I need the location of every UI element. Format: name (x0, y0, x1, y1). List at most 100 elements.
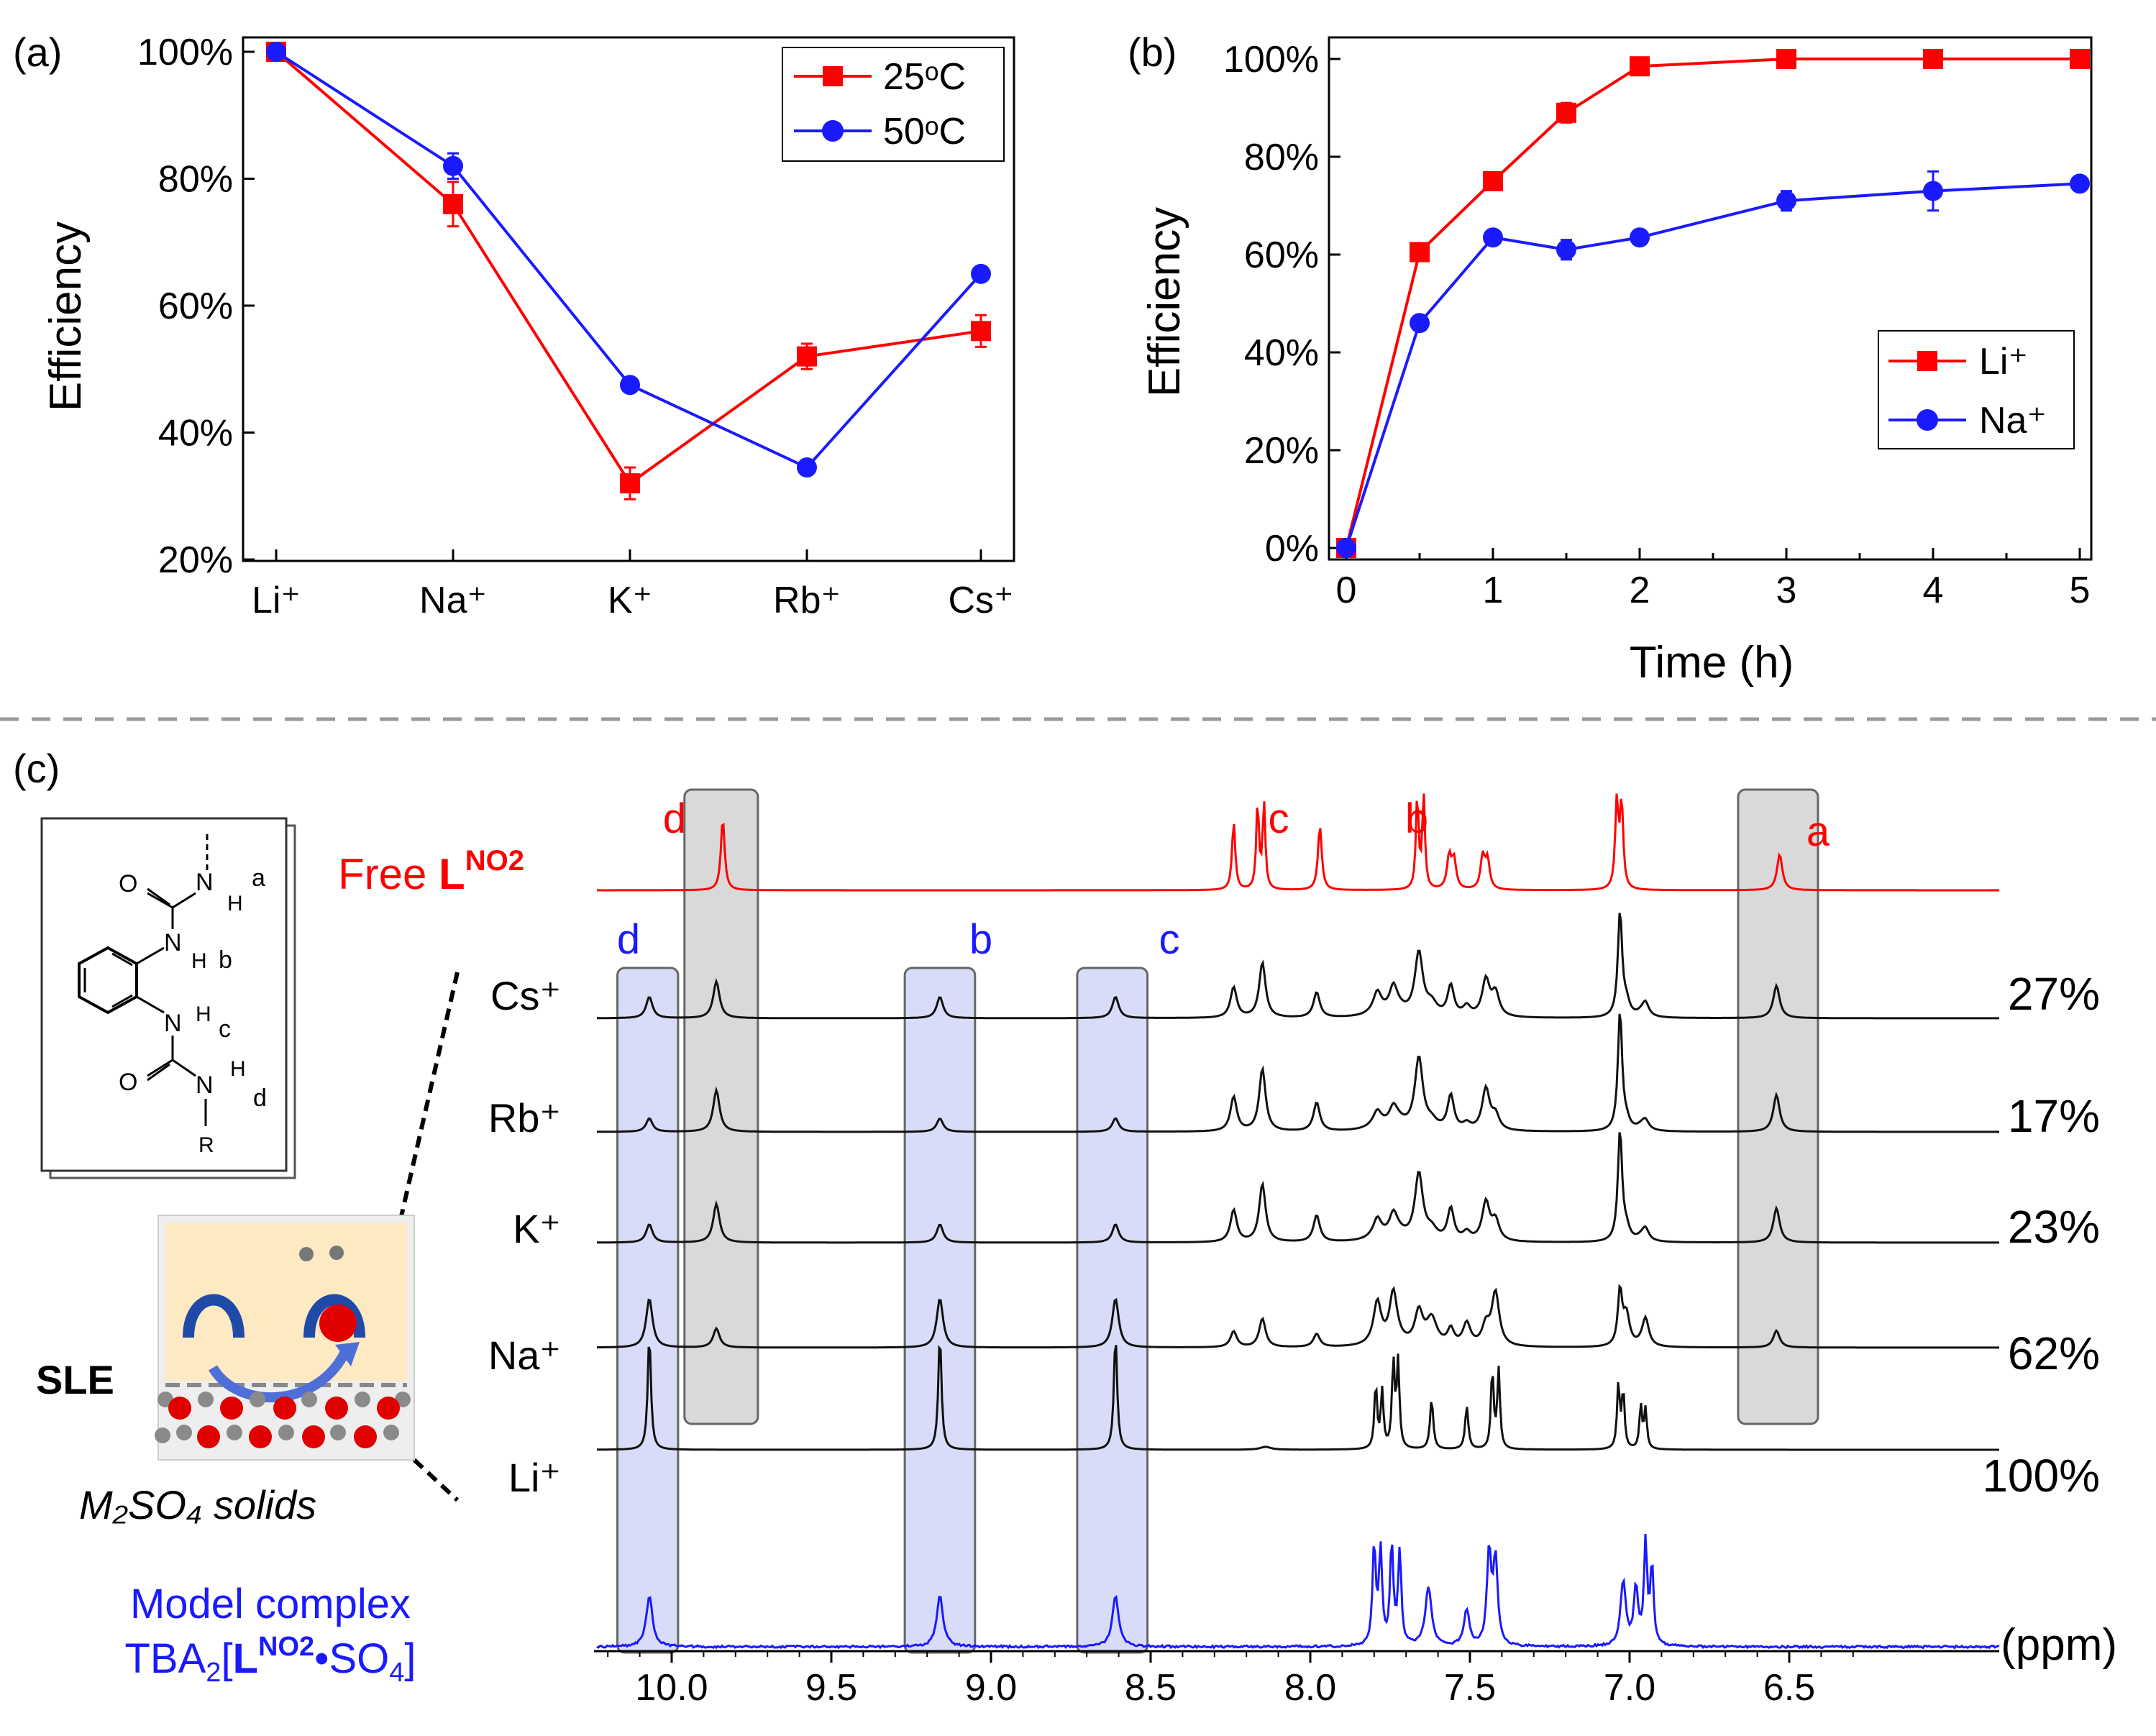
x-tick-label: 2 (1630, 570, 1650, 611)
highlight-region (903, 967, 977, 1654)
data-point (443, 155, 463, 176)
atom-o: O (119, 1069, 137, 1096)
crystal-anion (168, 1397, 191, 1420)
bond (147, 1059, 173, 1077)
panel-c-label: (c) (13, 746, 60, 791)
series-line (1345, 182, 2080, 549)
spectrum-percent-label: 27% (2008, 968, 2100, 1020)
bond (136, 995, 165, 1014)
panel-a-chart: (a) Efficiency 20% 40% 60% 80% 100% Li⁺ Na⁺ K⁺ R… (13, 29, 1015, 621)
data-point (1776, 49, 1796, 69)
panel-b-chart: (b) Efficiency 0%20%40%60%80%100%0 1 2 3 4 5 … (1128, 29, 2093, 687)
crystal-cation (198, 1392, 214, 1407)
peak-letter: d (663, 795, 686, 842)
y-tick-label: 60% (1244, 234, 1319, 276)
bond (172, 892, 196, 909)
legend-marker-li (1917, 351, 1937, 371)
atom-n: N (164, 1010, 182, 1037)
y-tick-label: 100% (137, 32, 233, 73)
x-tick-label: 6.5 (1763, 1667, 1815, 1709)
crystal-cation (176, 1425, 192, 1440)
data-point (2070, 173, 2090, 194)
solid-salt (155, 1392, 411, 1448)
panel-b-xlabel: Time (h) (1630, 638, 1794, 687)
legend-marker-na (1917, 409, 1938, 431)
data-point (443, 193, 463, 214)
panel-b-label: (b) (1128, 29, 1177, 75)
spectrum-trace (597, 1013, 1999, 1133)
sulfate-ion (319, 1305, 357, 1342)
molecule-structure: N H b O N H a N H c O N H d R (40, 817, 296, 1179)
atom-o: O (119, 870, 137, 897)
cation-icon (299, 1247, 314, 1261)
data-point (1776, 191, 1796, 211)
structure-box-front (40, 817, 288, 1172)
crystal-anion (354, 1425, 377, 1448)
spectrum-percent-label: 17% (2008, 1090, 2100, 1142)
y-tick-label: 40% (1244, 332, 1319, 374)
spectrum-percent-label: 100% (1982, 1450, 2100, 1502)
x-tick-label: 4 (1923, 570, 1944, 611)
y-tick-label: 20% (1244, 430, 1319, 472)
ring-double-bond (111, 994, 133, 1008)
spectrum-row-label: Rb⁺ (488, 1095, 561, 1141)
connector-line (412, 1458, 460, 1502)
crystal-cation (383, 1425, 399, 1440)
nmr-axis: 10.0 9.5 9.0 8.5 8.0 7.5 7.0 6.5 (594, 1650, 1999, 1709)
panel-b-ylabel: Efficiency (1140, 207, 1189, 397)
data-point (1630, 227, 1650, 248)
x-tick-label: K⁺ (608, 580, 652, 621)
bond (147, 892, 173, 909)
panel-a-series (266, 42, 991, 501)
spectrum-trace (597, 1345, 1999, 1451)
crystal-anion (302, 1425, 325, 1448)
sle-label: SLE (36, 1357, 114, 1402)
data-point (266, 42, 286, 62)
data-point (1410, 242, 1430, 262)
free-ligand-label: Free LNO2 (338, 845, 524, 898)
peak-letter: c (1269, 795, 1289, 842)
data-point (1923, 49, 1943, 69)
atom-r: R (198, 1133, 214, 1157)
data-point (2070, 49, 2090, 69)
arrow-head (335, 1342, 360, 1366)
x-tick-label: 7.0 (1604, 1667, 1655, 1709)
spectrum-trace (597, 1284, 1999, 1349)
atom-h: H (227, 892, 243, 915)
data-point (1483, 227, 1503, 248)
spectrum-trace (597, 1132, 1999, 1244)
solids-label: M₂SO₄ solids (79, 1482, 316, 1527)
y-tick-label: 40% (158, 413, 233, 454)
x-tick-label: 8.0 (1284, 1667, 1336, 1709)
sle-schematic: SLE M₂SO₄ solids (36, 1215, 415, 1527)
data-point (1630, 56, 1650, 77)
x-tick-label: 8.5 (1125, 1667, 1177, 1709)
legend-marker-50c (822, 120, 844, 142)
crystal-anion (273, 1397, 296, 1420)
x-tick-label: 1 (1483, 570, 1504, 611)
y-tick-label: 80% (158, 159, 233, 201)
spectrum-labels: Cs⁺ 27% Rb⁺ 17% K⁺ 23% Na⁺ 62% Li⁺ 100% d c b a d b c (488, 795, 2100, 1502)
x-tick-label: 9.0 (965, 1667, 1017, 1709)
spectrum-row-label: Li⁺ (508, 1455, 561, 1500)
atom-h: H (191, 949, 207, 973)
ppm-unit: (ppm) (2001, 1620, 2117, 1670)
panel-a-ticks: 20% 40% 60% 80% 100% Li⁺ Na⁺ K⁺ Rb⁺ Cs⁺ (137, 32, 1014, 621)
atom-n: N (196, 869, 214, 896)
spectrum-percent-label: 23% (2008, 1201, 2100, 1253)
peak-letter: a (1806, 808, 1830, 855)
crystal-anion (220, 1397, 243, 1420)
label-b: b (219, 946, 232, 974)
x-tick-label: Rb⁺ (773, 580, 841, 621)
spectrum-row-label: Na⁺ (488, 1333, 561, 1378)
peak-letter: b (1405, 795, 1428, 842)
series-line (1345, 58, 2080, 549)
atom-h: H (196, 1002, 211, 1026)
legend-label-50c: 50ᵒC (883, 111, 966, 152)
receptor-icon (183, 1294, 245, 1338)
data-point (797, 346, 817, 367)
x-tick-label: Li⁺ (252, 580, 301, 621)
panel-b-ticks: 0% 20% 40% 60% 80% 100% 0 1 2 3 4 5 (1223, 39, 2090, 611)
connector-line (398, 972, 460, 1223)
spectrum-row-label: Cs⁺ (490, 973, 561, 1018)
